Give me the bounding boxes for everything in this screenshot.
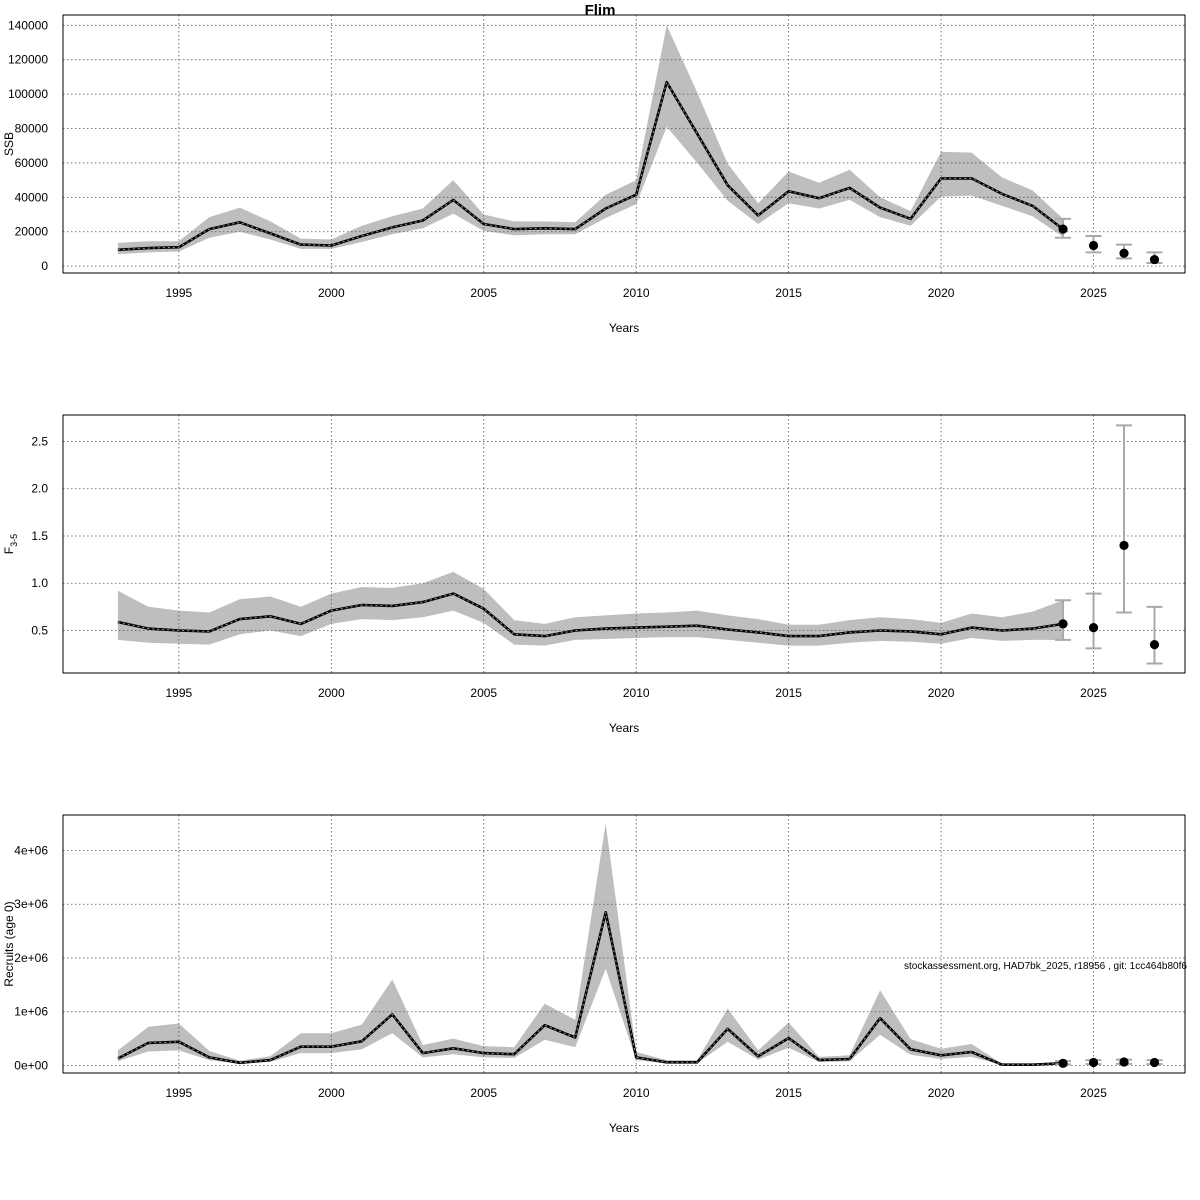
fishing-mortality-xtick-label: 1995 (166, 686, 193, 700)
fishing-mortality-estimate-line-dotted (117, 593, 1064, 637)
recruits-xtick-label: 1995 (166, 1086, 193, 1100)
ssb-forecast-point (1119, 248, 1129, 258)
fishing-mortality-ytick-label: 2.5 (31, 434, 48, 448)
recruits-ytick-label: 3e+06 (14, 897, 48, 911)
ssb-ytick-label: 100000 (8, 87, 48, 101)
panel-recruits: 1995 2000 2005 2010 2015 2020 2025 0e+00 1e+06 2e… (2, 814, 1186, 1135)
fishing-mortality-xtick-label: 2025 (1080, 686, 1107, 700)
ssb-ytick-label: 60000 (15, 156, 49, 170)
ssb-estimate-line-dotted (117, 80, 1064, 251)
fishing-mortality-xtick-label: 2000 (318, 686, 345, 700)
recruits-confidence-band (117, 823, 1063, 1065)
fishing-mortality-ytick-label: 2.0 (31, 482, 48, 496)
fishing-mortality-xtick-label: 2020 (928, 686, 955, 700)
ssb-xtick-label: 2020 (928, 286, 955, 300)
fishing-mortality-ytick-label: 1.5 (31, 529, 48, 543)
footer-credit: stockassessment.org, HAD7bk_2025, r18956… (904, 961, 1187, 972)
recruits-forecast-point (1119, 1057, 1129, 1067)
ssb-xtick-label: 2000 (318, 286, 345, 300)
recruits-xtick-label: 2010 (623, 1086, 650, 1100)
recruits-forecast-point (1088, 1057, 1099, 1068)
recruits-forecast-point (1149, 1057, 1160, 1068)
ssb-forecast-point (1058, 224, 1068, 234)
ssb-forecast-point (1149, 254, 1160, 265)
ssb-ytick-label: 140000 (8, 18, 48, 32)
recruits-xaxis-label: Years (609, 1121, 639, 1135)
ssb-ytick-label: 40000 (15, 190, 49, 204)
recruits-xtick-label: 2000 (318, 1086, 345, 1100)
recruits-xtick-label: 2015 (775, 1086, 802, 1100)
fishing-mortality-xtick-label: 2010 (623, 686, 650, 700)
fishing-mortality-ytick-label: 0.5 (31, 623, 48, 637)
recruits-plot-frame (62, 814, 1186, 1074)
fishing-mortality-plot-frame (62, 414, 1186, 674)
recruits-ytick-label: 0e+00 (14, 1058, 48, 1072)
recruits-ytick-label: 1e+06 (14, 1005, 48, 1019)
recruits-estimate-line-dotted (117, 912, 1064, 1066)
fishing-mortality-xtick-label: 2015 (775, 686, 802, 700)
ssb-xtick-label: 2015 (775, 286, 802, 300)
fishing-mortality-forecast-point (1088, 623, 1099, 633)
panel-fishing-mortality: 1995 2000 2005 2010 2015 2020 2025 0.5 1.0 1.5 2.0… (2, 414, 1186, 735)
figure-title: Flim (585, 2, 616, 19)
ssb-yaxis-label: SSB (2, 132, 16, 156)
ssb-ytick-label: 20000 (15, 225, 49, 239)
fishing-mortality-xtick-label: 2005 (470, 686, 497, 700)
ssb-xaxis-label: Years (609, 321, 639, 335)
fishing-mortality-yaxis-label-sub: 3-5 (9, 534, 19, 547)
fishing-mortality-ytick-label: 1.0 (31, 576, 48, 590)
recruits-ytick-label: 4e+06 (14, 843, 48, 857)
ssb-xtick-label: 2025 (1080, 286, 1107, 300)
ssb-xtick-label: 2005 (470, 286, 497, 300)
fishing-mortality-forecast-point (1149, 640, 1160, 650)
ssb-ytick-label: 120000 (8, 53, 48, 67)
recruits-xtick-label: 2020 (928, 1086, 955, 1100)
ssb-plot-frame (62, 14, 1186, 274)
panel-ssb: 1995 2000 2005 2010 2015 2020 2025 0 20000 40000 6… (2, 14, 1186, 335)
fishing-mortality-yaxis-label-main: F (2, 547, 16, 554)
recruits-xtick-label: 2025 (1080, 1086, 1107, 1100)
recruits-yaxis-label: Recruits (age 0) (2, 901, 16, 986)
recruits-xtick-label: 2005 (470, 1086, 497, 1100)
ssb-forecast-point (1088, 240, 1099, 251)
ssb-ytick-label: 0 (41, 259, 48, 273)
fishing-mortality-xaxis-label: Years (609, 721, 639, 735)
recruits-ytick-label: 2e+06 (14, 951, 48, 965)
ssb-xtick-label: 2010 (623, 286, 650, 300)
fishing-mortality-yaxis-label: F3-5 (2, 534, 19, 554)
ssb-ytick-label: 80000 (15, 122, 49, 136)
fishing-mortality-confidence-band (117, 571, 1063, 646)
ssb-xtick-label: 1995 (166, 286, 193, 300)
fishing-mortality-forecast-point (1119, 540, 1129, 551)
fishing-mortality-forecast-point (1058, 619, 1068, 629)
recruits-forecast-point (1058, 1058, 1068, 1068)
